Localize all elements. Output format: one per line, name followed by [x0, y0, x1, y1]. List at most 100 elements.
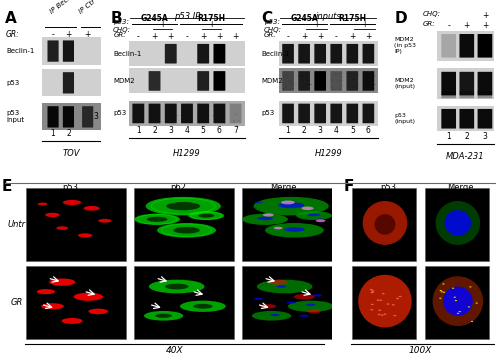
Text: CHQ:: CHQ: [422, 11, 440, 17]
Ellipse shape [278, 202, 304, 208]
Ellipse shape [188, 211, 224, 220]
FancyBboxPatch shape [442, 34, 456, 58]
FancyBboxPatch shape [198, 104, 209, 123]
Text: 1: 1 [286, 126, 290, 135]
Ellipse shape [165, 283, 188, 289]
Ellipse shape [144, 311, 183, 321]
Ellipse shape [370, 309, 373, 311]
Text: p53: p53 [6, 80, 19, 86]
Ellipse shape [257, 217, 273, 220]
Text: +: + [317, 32, 324, 41]
Text: -: - [186, 32, 188, 41]
FancyBboxPatch shape [362, 104, 374, 123]
Ellipse shape [286, 302, 296, 304]
Text: 100X: 100X [409, 345, 432, 354]
Ellipse shape [254, 298, 264, 300]
FancyBboxPatch shape [214, 71, 226, 91]
FancyBboxPatch shape [198, 44, 209, 63]
Text: R175H: R175H [338, 14, 366, 23]
Ellipse shape [146, 197, 221, 215]
Bar [42, 37, 101, 64]
Text: +: + [349, 32, 356, 41]
Ellipse shape [372, 290, 374, 292]
FancyBboxPatch shape [282, 71, 294, 91]
Ellipse shape [166, 202, 200, 210]
Ellipse shape [180, 300, 226, 312]
Bar [134, 266, 234, 339]
Ellipse shape [134, 214, 180, 225]
FancyBboxPatch shape [148, 104, 160, 123]
Ellipse shape [84, 206, 100, 211]
Text: GR.: GR. [264, 32, 276, 38]
Ellipse shape [263, 213, 274, 216]
Ellipse shape [394, 315, 396, 316]
Text: A: A [5, 11, 17, 26]
Text: 7: 7 [233, 126, 238, 135]
Ellipse shape [157, 223, 216, 237]
Bar [436, 68, 494, 98]
Ellipse shape [306, 304, 316, 306]
Text: MDM2: MDM2 [262, 78, 283, 84]
Text: 2: 2 [66, 129, 71, 138]
FancyBboxPatch shape [282, 104, 294, 123]
Text: 5: 5 [201, 126, 205, 135]
FancyBboxPatch shape [230, 104, 241, 123]
FancyBboxPatch shape [165, 44, 176, 63]
Text: G245A: G245A [290, 14, 318, 23]
Ellipse shape [370, 304, 374, 305]
Ellipse shape [380, 300, 382, 301]
FancyBboxPatch shape [314, 104, 326, 123]
Ellipse shape [257, 280, 312, 293]
Ellipse shape [436, 201, 480, 245]
Bar [26, 188, 126, 261]
FancyBboxPatch shape [460, 91, 474, 98]
Text: B: B [110, 11, 122, 26]
Text: p53:: p53: [113, 19, 129, 25]
Text: F: F [344, 180, 353, 194]
Bar [42, 103, 101, 130]
Text: 2: 2 [302, 126, 306, 135]
Text: 3: 3 [94, 112, 98, 121]
Text: GR: GR [10, 298, 22, 307]
Text: +: + [232, 32, 239, 41]
Ellipse shape [193, 304, 212, 309]
Ellipse shape [274, 227, 282, 230]
Ellipse shape [276, 285, 286, 287]
Bar [425, 188, 489, 261]
Ellipse shape [468, 306, 470, 307]
Text: GR:: GR: [422, 21, 435, 27]
Ellipse shape [307, 310, 321, 313]
Ellipse shape [281, 201, 295, 205]
Text: 3: 3 [482, 132, 488, 141]
FancyBboxPatch shape [346, 44, 358, 63]
Ellipse shape [284, 227, 305, 232]
FancyBboxPatch shape [63, 106, 74, 127]
Text: -: - [286, 32, 290, 41]
Text: +: + [152, 32, 158, 41]
Ellipse shape [56, 226, 68, 230]
FancyBboxPatch shape [314, 71, 326, 91]
Text: 2: 2 [464, 132, 469, 141]
FancyBboxPatch shape [63, 72, 74, 93]
Text: MDA-231: MDA-231 [446, 152, 484, 161]
Text: +: + [361, 20, 368, 29]
Text: MDM2: MDM2 [113, 78, 135, 84]
Text: +: + [168, 32, 174, 41]
FancyBboxPatch shape [214, 44, 226, 63]
Ellipse shape [358, 275, 412, 328]
Ellipse shape [316, 218, 324, 220]
Text: p53: p53 [62, 183, 78, 192]
FancyBboxPatch shape [346, 71, 358, 91]
FancyBboxPatch shape [478, 34, 492, 58]
FancyBboxPatch shape [442, 72, 456, 96]
Text: 1: 1 [50, 129, 56, 138]
Ellipse shape [174, 227, 200, 233]
Ellipse shape [444, 210, 471, 236]
FancyBboxPatch shape [282, 44, 294, 63]
Ellipse shape [74, 293, 103, 301]
Text: 6: 6 [366, 126, 371, 135]
Bar [352, 266, 416, 339]
Text: +: + [200, 32, 206, 41]
Text: 4: 4 [334, 126, 338, 135]
Ellipse shape [296, 211, 332, 220]
